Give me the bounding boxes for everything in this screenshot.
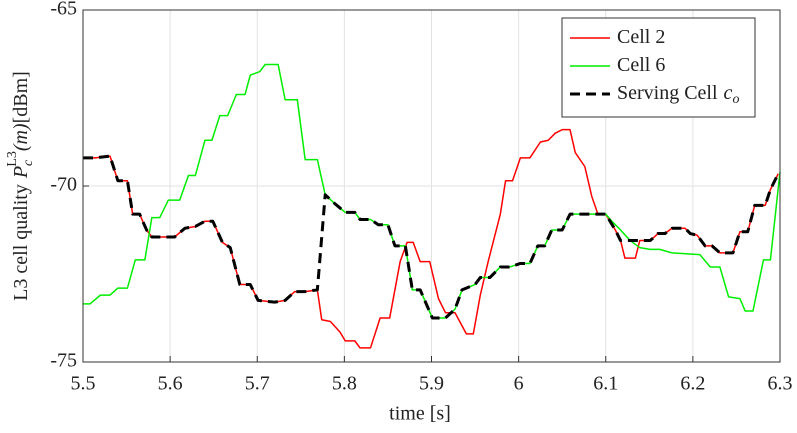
y-label-arg: (m)	[10, 123, 32, 151]
y-tick-label: -75	[50, 350, 77, 372]
legend-label: Serving Cell co	[617, 82, 739, 108]
legend-box	[561, 17, 756, 118]
x-axis-label: time [s]	[389, 403, 451, 425]
y-tick-label: -65	[50, 0, 77, 20]
legend-label: Cell 6	[617, 54, 665, 76]
x-tick-label: 5.6	[158, 373, 183, 395]
x-tick-label: 6	[514, 373, 524, 395]
x-tick-label: 6.1	[593, 373, 618, 395]
x-tick-label: 6.3	[768, 373, 793, 395]
y-label-sup: L3	[5, 151, 20, 167]
y-label-sub: c	[21, 159, 36, 166]
y-label-text: L3 cell quality	[10, 184, 32, 301]
legend-name: Cell 2	[617, 26, 665, 48]
x-tick-label: 5.9	[419, 373, 444, 395]
x-tick-label: 5.8	[332, 373, 357, 395]
y-axis-label: L3 cell quality PcL3(m)[dBm]	[5, 71, 36, 301]
y-label-symbol: P	[10, 166, 32, 179]
plot-frame	[82, 9, 781, 363]
legend-label: Cell 2	[617, 26, 665, 48]
x-tick-label: 6.2	[680, 373, 705, 395]
legend-symbol: c	[724, 82, 733, 104]
x-tick-label: 5.7	[245, 373, 270, 395]
legend-name: Cell 6	[617, 54, 665, 76]
y-tick-label: -70	[50, 174, 77, 196]
series-line	[83, 154, 780, 320]
legend-name: Serving Cell	[617, 82, 718, 104]
y-label-unit: [dBm]	[10, 71, 32, 123]
legend-sub: o	[732, 92, 739, 107]
x-tick-label: 5.5	[71, 373, 96, 395]
